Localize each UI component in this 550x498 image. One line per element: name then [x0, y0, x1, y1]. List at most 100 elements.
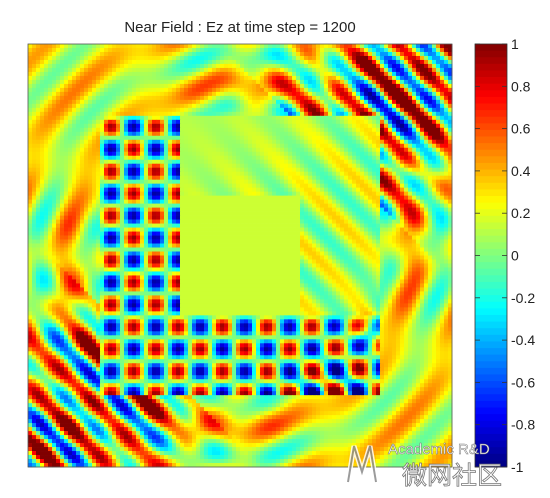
- heatmap-cell: [108, 211, 113, 216]
- heatmap-cell: [60, 55, 65, 61]
- heatmap-cell: [96, 115, 101, 121]
- heatmap-cell: [260, 199, 265, 204]
- heatmap-cell: [144, 131, 149, 137]
- heatmap-cell: [424, 175, 429, 181]
- heatmap-cell: [324, 195, 329, 200]
- heatmap-cell: [384, 123, 389, 129]
- heatmap-cell: [372, 83, 377, 89]
- heatmap-cell: [380, 91, 385, 97]
- heatmap-cell: [344, 115, 349, 121]
- heatmap-cell: [312, 211, 317, 216]
- heatmap-cell: [364, 171, 369, 177]
- heatmap-cell: [424, 203, 429, 208]
- heatmap-cell: [404, 163, 409, 169]
- heatmap-cell: [352, 191, 357, 196]
- heatmap-cell: [92, 115, 97, 121]
- heatmap-cell: [132, 87, 137, 93]
- heatmap-cell: [180, 227, 185, 232]
- heatmap-cell: [308, 115, 313, 121]
- heatmap-cell: [356, 155, 361, 161]
- heatmap-cell: [96, 191, 101, 196]
- heatmap-cell: [248, 99, 253, 105]
- heatmap-cell: [180, 115, 185, 121]
- heatmap-cell: [260, 44, 265, 49]
- heatmap-cell: [164, 199, 169, 204]
- heatmap-cell: [432, 111, 437, 117]
- heatmap-cell: [64, 87, 69, 93]
- heatmap-cell: [52, 51, 57, 57]
- heatmap-cell: [128, 187, 133, 192]
- heatmap-cell: [88, 119, 93, 125]
- heatmap-cell: [52, 223, 57, 228]
- heatmap-cell: [428, 195, 433, 200]
- heatmap-cell: [148, 219, 153, 224]
- heatmap-cell: [384, 103, 389, 109]
- heatmap-cell: [224, 159, 229, 165]
- heatmap-cell: [352, 67, 357, 73]
- heatmap-cell: [392, 44, 397, 49]
- heatmap-cell: [396, 135, 401, 141]
- heatmap-cell: [164, 79, 169, 85]
- heatmap-cell: [408, 67, 413, 73]
- heatmap-cell: [376, 163, 381, 169]
- heatmap-cell: [376, 83, 381, 89]
- heatmap-cell: [180, 83, 185, 89]
- heatmap-cell: [40, 191, 45, 196]
- heatmap-cell: [392, 55, 397, 61]
- heatmap-cell: [156, 155, 161, 161]
- heatmap-cell: [344, 167, 349, 173]
- heatmap-cell: [348, 119, 353, 125]
- heatmap-cell: [216, 147, 221, 153]
- heatmap-cell: [108, 83, 113, 89]
- heatmap-cell: [208, 207, 213, 212]
- heatmap-cell: [364, 227, 369, 232]
- heatmap-cell: [324, 227, 329, 232]
- heatmap-cell: [380, 135, 385, 141]
- heatmap-cell: [172, 151, 177, 157]
- heatmap-cell: [216, 63, 221, 69]
- heatmap-cell: [196, 59, 201, 65]
- heatmap-cell: [360, 107, 365, 113]
- heatmap-cell: [196, 83, 201, 89]
- heatmap-cell: [404, 79, 409, 85]
- heatmap-cell: [52, 111, 57, 117]
- heatmap-cell: [48, 171, 53, 177]
- heatmap-cell: [228, 111, 233, 117]
- heatmap-cell: [172, 51, 177, 57]
- heatmap-cell: [416, 71, 421, 77]
- heatmap-cell: [96, 171, 101, 177]
- heatmap-cell: [292, 87, 297, 93]
- heatmap-cell: [68, 127, 73, 133]
- heatmap-cell: [40, 91, 45, 97]
- heatmap-cell: [424, 107, 429, 113]
- heatmap-cell: [372, 99, 377, 105]
- heatmap-cell: [96, 91, 101, 97]
- heatmap-cell: [260, 119, 265, 125]
- heatmap-cell: [56, 67, 61, 73]
- heatmap-cell: [312, 207, 317, 212]
- heatmap-cell: [312, 183, 317, 189]
- heatmap-cell: [416, 131, 421, 137]
- heatmap-cell: [64, 79, 69, 85]
- heatmap-cell: [376, 147, 381, 153]
- heatmap-cell: [376, 199, 381, 204]
- heatmap-cell: [356, 195, 361, 200]
- heatmap-cell: [296, 87, 301, 93]
- heatmap-cell: [48, 95, 53, 101]
- heatmap-cell: [348, 223, 353, 228]
- heatmap-cell: [188, 103, 193, 109]
- heatmap-cell: [172, 135, 177, 141]
- heatmap-cell: [344, 87, 349, 93]
- heatmap-cell: [168, 83, 173, 89]
- heatmap-cell: [408, 163, 413, 169]
- heatmap-cell: [80, 199, 85, 204]
- heatmap-cell: [332, 191, 337, 196]
- heatmap-cell: [28, 187, 33, 192]
- heatmap-cell: [432, 131, 437, 137]
- heatmap-cell: [428, 211, 433, 216]
- heatmap-cell: [284, 103, 289, 109]
- heatmap-cell: [56, 91, 61, 97]
- heatmap-cell: [108, 191, 113, 196]
- heatmap-cell: [104, 179, 109, 185]
- heatmap-cell: [28, 215, 33, 220]
